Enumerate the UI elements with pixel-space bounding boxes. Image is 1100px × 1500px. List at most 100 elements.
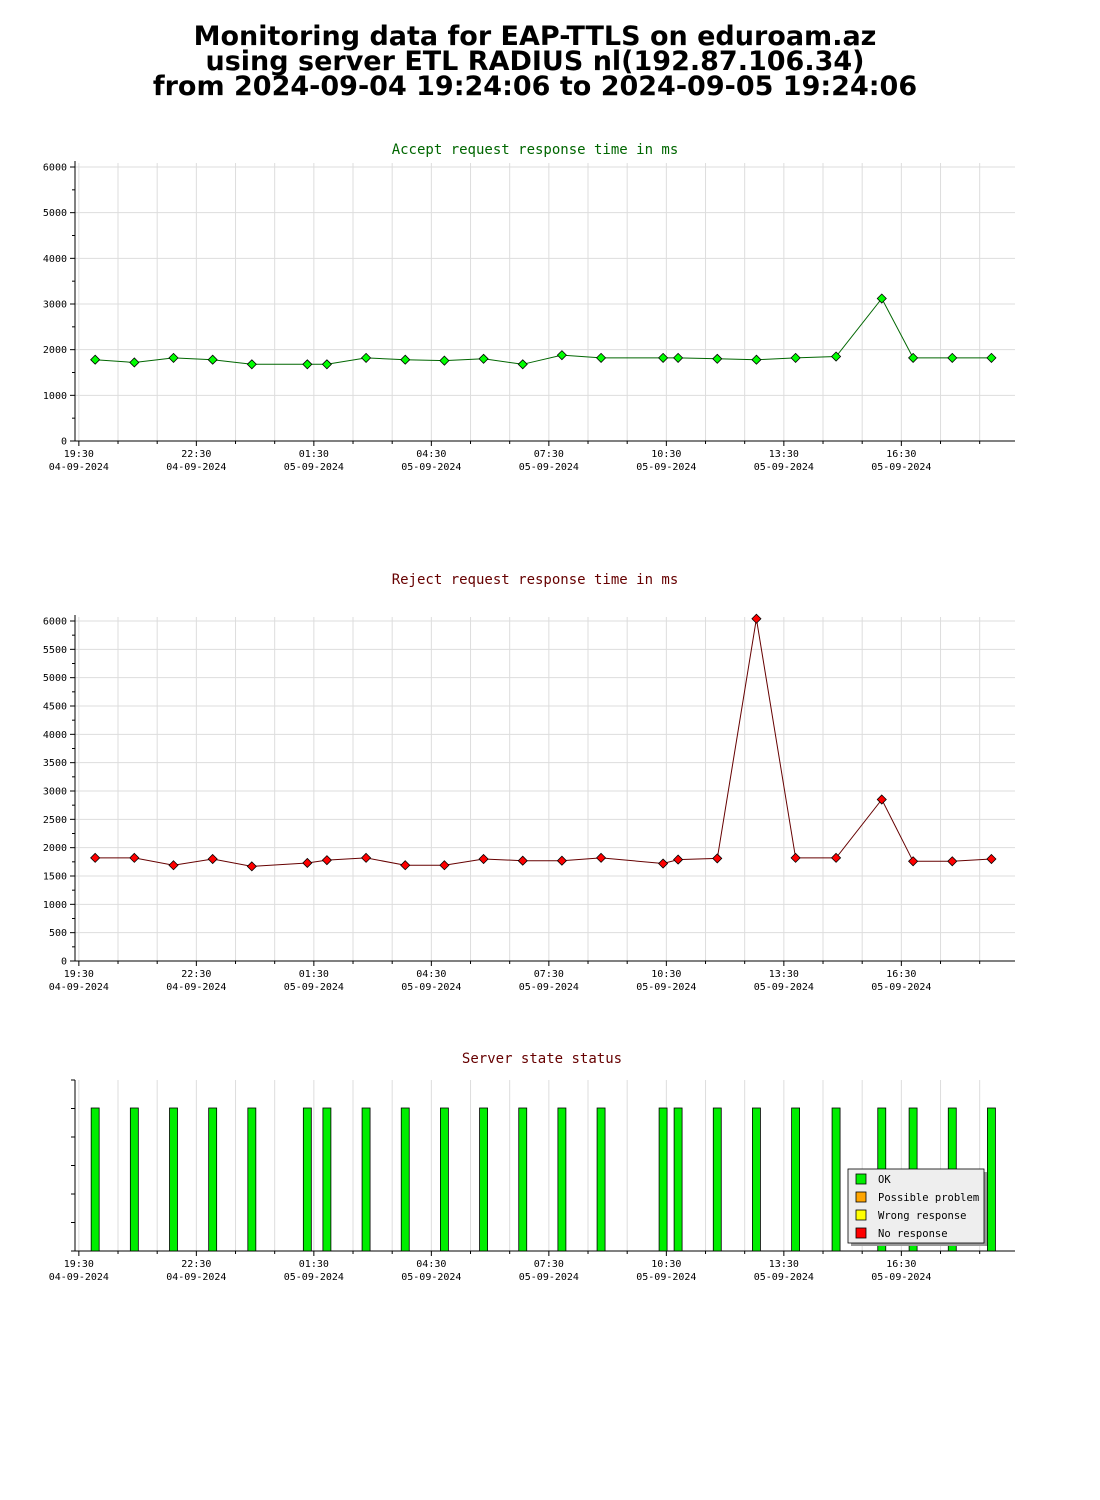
y-tick-label: 2000 bbox=[43, 345, 67, 356]
x-tick-label: 07:30 bbox=[534, 1259, 564, 1270]
data-point bbox=[556, 855, 567, 866]
x-tick-date-label: 04-09-2024 bbox=[166, 982, 226, 993]
page-title: Monitoring data for EAP-TTLS on eduroam.… bbox=[0, 21, 1070, 100]
status-bar bbox=[752, 1107, 761, 1252]
x-tick-label: 04:30 bbox=[416, 449, 446, 460]
x-tick-label: 13:30 bbox=[769, 1259, 799, 1270]
status-bar bbox=[169, 1107, 178, 1252]
status-bar bbox=[712, 1107, 722, 1252]
legend-label: OK bbox=[878, 1174, 891, 1186]
x-tick-date-label: 05-09-2024 bbox=[401, 462, 461, 473]
data-point bbox=[321, 855, 332, 866]
status-bar bbox=[440, 1107, 449, 1252]
y-tick-label: 0 bbox=[61, 437, 67, 448]
y-tick-label: 1500 bbox=[43, 872, 67, 883]
status-bar bbox=[596, 1107, 606, 1252]
title-line-1: Monitoring data for EAP-TTLS on eduroam.… bbox=[193, 21, 877, 52]
x-tick-date-label: 05-09-2024 bbox=[636, 1272, 696, 1283]
x-tick-date-label: 05-09-2024 bbox=[519, 462, 579, 473]
chart-title: Accept request response time in ms bbox=[392, 142, 679, 158]
legend-swatch bbox=[855, 1191, 867, 1203]
x-tick-date-label: 05-09-2024 bbox=[871, 462, 931, 473]
data-point bbox=[302, 359, 313, 370]
data-point bbox=[302, 857, 313, 869]
data-point bbox=[246, 861, 257, 872]
series-line bbox=[95, 618, 992, 867]
title-line-2: using server ETL RADIUS nl(192.87.106.34… bbox=[205, 46, 865, 77]
x-tick-label: 04:30 bbox=[416, 969, 446, 980]
x-tick-date-label: 04-09-2024 bbox=[49, 982, 109, 993]
data-point bbox=[790, 352, 801, 363]
status-bar bbox=[208, 1107, 218, 1252]
data-point bbox=[478, 853, 489, 865]
x-tick-date-label: 05-09-2024 bbox=[401, 982, 461, 993]
data-point bbox=[517, 855, 528, 866]
status-bar bbox=[400, 1107, 410, 1252]
data-point bbox=[712, 353, 723, 364]
x-tick-label: 13:30 bbox=[769, 449, 799, 460]
data-point bbox=[986, 352, 997, 363]
data-point bbox=[673, 854, 684, 865]
data-point bbox=[90, 852, 101, 863]
y-tick-label: 1000 bbox=[43, 391, 67, 402]
legend-swatch bbox=[855, 1209, 867, 1221]
data-point bbox=[790, 852, 801, 863]
data-point bbox=[673, 352, 684, 363]
data-point bbox=[876, 794, 887, 805]
data-point bbox=[439, 860, 450, 871]
y-tick-label: 5000 bbox=[43, 673, 67, 684]
y-tick-label: 2500 bbox=[43, 815, 67, 826]
data-point bbox=[168, 860, 179, 871]
x-tick-date-label: 05-09-2024 bbox=[636, 462, 696, 473]
x-tick-date-label: 05-09-2024 bbox=[636, 982, 696, 993]
data-point bbox=[556, 350, 567, 361]
data-point bbox=[361, 852, 372, 863]
x-tick-date-label: 05-09-2024 bbox=[754, 462, 814, 473]
status-bar bbox=[658, 1107, 668, 1252]
data-point bbox=[908, 856, 919, 867]
data-point bbox=[168, 352, 179, 363]
data-point bbox=[658, 858, 669, 869]
status-bar bbox=[791, 1107, 801, 1252]
x-tick-label: 01:30 bbox=[299, 969, 329, 980]
x-tick-label: 07:30 bbox=[534, 969, 564, 980]
x-tick-label: 10:30 bbox=[651, 969, 681, 980]
x-tick-label: 16:30 bbox=[886, 1259, 916, 1270]
data-point bbox=[129, 852, 140, 863]
legend-swatch bbox=[855, 1227, 867, 1239]
y-tick-label: 6000 bbox=[43, 163, 67, 174]
data-point bbox=[129, 357, 140, 368]
data-point bbox=[90, 354, 101, 365]
data-point bbox=[908, 352, 919, 363]
x-tick-date-label: 05-09-2024 bbox=[754, 982, 814, 993]
y-tick-label: 500 bbox=[49, 928, 67, 939]
x-tick-label: 01:30 bbox=[299, 1259, 329, 1270]
x-tick-label: 22:30 bbox=[181, 969, 211, 980]
x-tick-date-label: 04-09-2024 bbox=[166, 462, 226, 473]
data-point bbox=[400, 860, 411, 871]
legend-swatch bbox=[855, 1173, 867, 1185]
x-tick-date-label: 04-09-2024 bbox=[49, 1272, 109, 1283]
status-bar bbox=[247, 1107, 257, 1252]
x-tick-label: 16:30 bbox=[886, 969, 916, 980]
x-tick-label: 13:30 bbox=[769, 969, 799, 980]
legend-label: No response bbox=[878, 1228, 948, 1240]
data-point bbox=[751, 354, 762, 365]
data-point bbox=[361, 352, 372, 363]
data-point bbox=[947, 856, 958, 867]
status-bar bbox=[673, 1107, 683, 1252]
x-tick-label: 22:30 bbox=[181, 449, 211, 460]
data-point bbox=[658, 352, 669, 363]
x-tick-date-label: 05-09-2024 bbox=[871, 982, 931, 993]
chart-title: Server state status bbox=[462, 1051, 622, 1067]
x-tick-date-label: 05-09-2024 bbox=[401, 1272, 461, 1283]
status-bar bbox=[479, 1107, 488, 1252]
y-tick-label: 1000 bbox=[43, 900, 67, 911]
data-point bbox=[246, 359, 257, 370]
y-tick-label: 3000 bbox=[43, 300, 67, 311]
x-tick-label: 10:30 bbox=[651, 449, 681, 460]
x-tick-date-label: 05-09-2024 bbox=[754, 1272, 814, 1283]
y-tick-label: 3000 bbox=[43, 787, 67, 798]
data-point bbox=[478, 353, 489, 364]
